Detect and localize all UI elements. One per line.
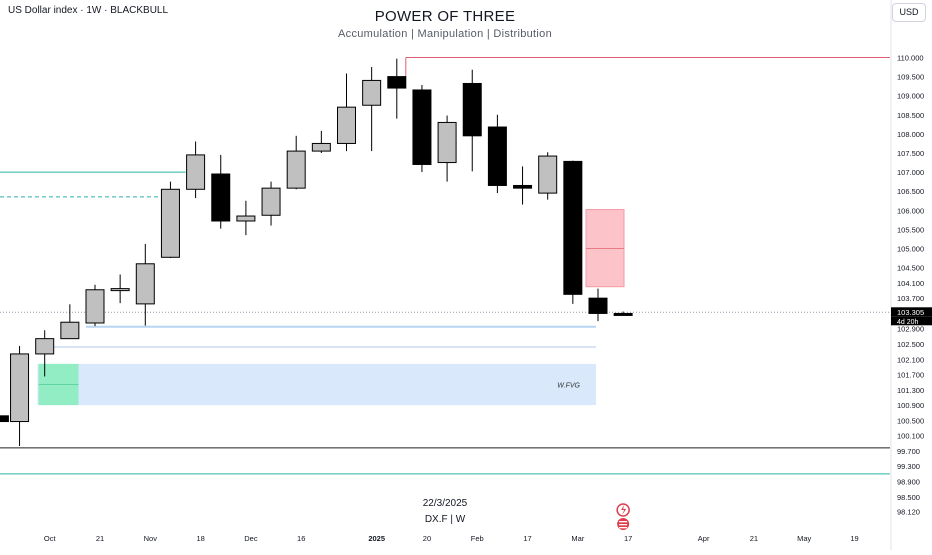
price-tick-label: 100.100 <box>897 432 924 441</box>
current-price-label: 103.305 <box>897 308 924 317</box>
flag-stripe <box>619 521 628 523</box>
price-tick-label: 105.500 <box>897 225 924 234</box>
price-tick-label: 106.000 <box>897 206 924 215</box>
time-tick-label: Feb <box>471 534 484 543</box>
time-tick-label: 17 <box>523 534 531 543</box>
candle-body <box>261 187 281 216</box>
countdown-label: 4d 20h <box>897 319 919 326</box>
candle-body <box>110 288 130 292</box>
candle-body <box>10 353 30 423</box>
candle-body <box>85 289 105 324</box>
candle-body <box>513 184 533 189</box>
current-price-badge <box>891 307 932 317</box>
chart-title: POWER OF THREE <box>374 8 516 25</box>
time-tick-label: 19 <box>850 534 858 543</box>
candle-body <box>412 89 432 165</box>
candle-body <box>613 312 633 316</box>
time-tick-label: Mar <box>571 534 584 543</box>
candle-body <box>538 155 558 194</box>
price-tick-label: 109.500 <box>897 73 924 82</box>
price-tick-label: 98.900 <box>897 478 920 487</box>
candle-body <box>487 126 507 186</box>
candle-body <box>462 82 482 137</box>
time-tick-label: May <box>797 534 811 543</box>
candle-body <box>186 154 206 190</box>
candle-body <box>362 79 382 106</box>
candle-body <box>311 142 331 152</box>
price-tick-label: 101.300 <box>897 386 924 395</box>
price-tick-label: 108.500 <box>897 111 924 120</box>
price-tick-label: 99.700 <box>897 447 920 456</box>
price-tick-label: 106.500 <box>897 187 924 196</box>
candle-body <box>286 150 306 189</box>
price-tick-label: 102.500 <box>897 340 924 349</box>
price-tick-label: 109.000 <box>897 92 924 101</box>
time-tick-label: 20 <box>423 534 431 543</box>
fvg-zone <box>37 363 596 406</box>
countdown-badge <box>891 316 932 326</box>
candle-body <box>35 338 55 355</box>
price-tick-label: 108.000 <box>897 130 924 139</box>
time-tick-label: Nov <box>144 534 158 543</box>
candle-body <box>437 121 457 164</box>
currency-button[interactable]: USD <box>892 3 926 22</box>
flag-stripe <box>619 527 628 529</box>
fvg-label: W.FVG <box>557 382 580 389</box>
candle-body <box>588 297 608 314</box>
candle-body <box>160 188 180 258</box>
price-tick-label: 99.300 <box>897 462 920 471</box>
candle-body <box>60 321 80 340</box>
candle-body <box>387 76 407 89</box>
time-tick-label: 21 <box>750 534 758 543</box>
time-tick-label: Apr <box>698 534 710 543</box>
candle-body <box>211 173 231 222</box>
flash-bolt-glyph <box>621 505 627 515</box>
time-tick-label: Dec <box>244 534 258 543</box>
candle-body <box>236 215 256 222</box>
price-tick-label: 107.500 <box>897 149 924 158</box>
time-tick-label: 16 <box>297 534 305 543</box>
time-tick-label: 17 <box>624 534 632 543</box>
time-tick-label: Oct <box>44 534 57 543</box>
price-tick-label: 98.500 <box>897 493 920 502</box>
symbol-title[interactable]: US Dollar index · 1W · BLACKBULL <box>8 5 169 16</box>
time-tick-label: 18 <box>196 534 204 543</box>
footer-date: 22/3/2025 <box>422 498 468 509</box>
flag-stripe <box>619 524 628 526</box>
candle-body <box>0 415 9 423</box>
price-tick-label: 98.120 <box>897 507 920 516</box>
price-tick-label: 100.900 <box>897 401 924 410</box>
footer-symbol: DX.F | W <box>424 514 466 525</box>
price-tick-label: 102.900 <box>897 325 924 334</box>
price-tick-label: 104.100 <box>897 279 924 288</box>
price-tick-label: 102.100 <box>897 355 924 364</box>
candle-body <box>336 106 356 144</box>
price-tick-label: 105.000 <box>897 245 924 254</box>
price-tick-label: 100.500 <box>897 416 924 425</box>
price-tick-label: 101.700 <box>897 371 924 380</box>
price-tick-label: 110.000 <box>897 54 924 63</box>
time-tick-label: 21 <box>96 534 104 543</box>
price-tick-label: 107.000 <box>897 168 924 177</box>
price-tick-label: 104.500 <box>897 264 924 273</box>
price-tick-label: 103.700 <box>897 294 924 303</box>
candle-body <box>563 160 583 295</box>
chart-subtitle: Accumulation | Manipulation | Distributi… <box>338 28 552 40</box>
time-tick-label: 2025 <box>368 534 385 543</box>
candle-body <box>135 263 155 305</box>
